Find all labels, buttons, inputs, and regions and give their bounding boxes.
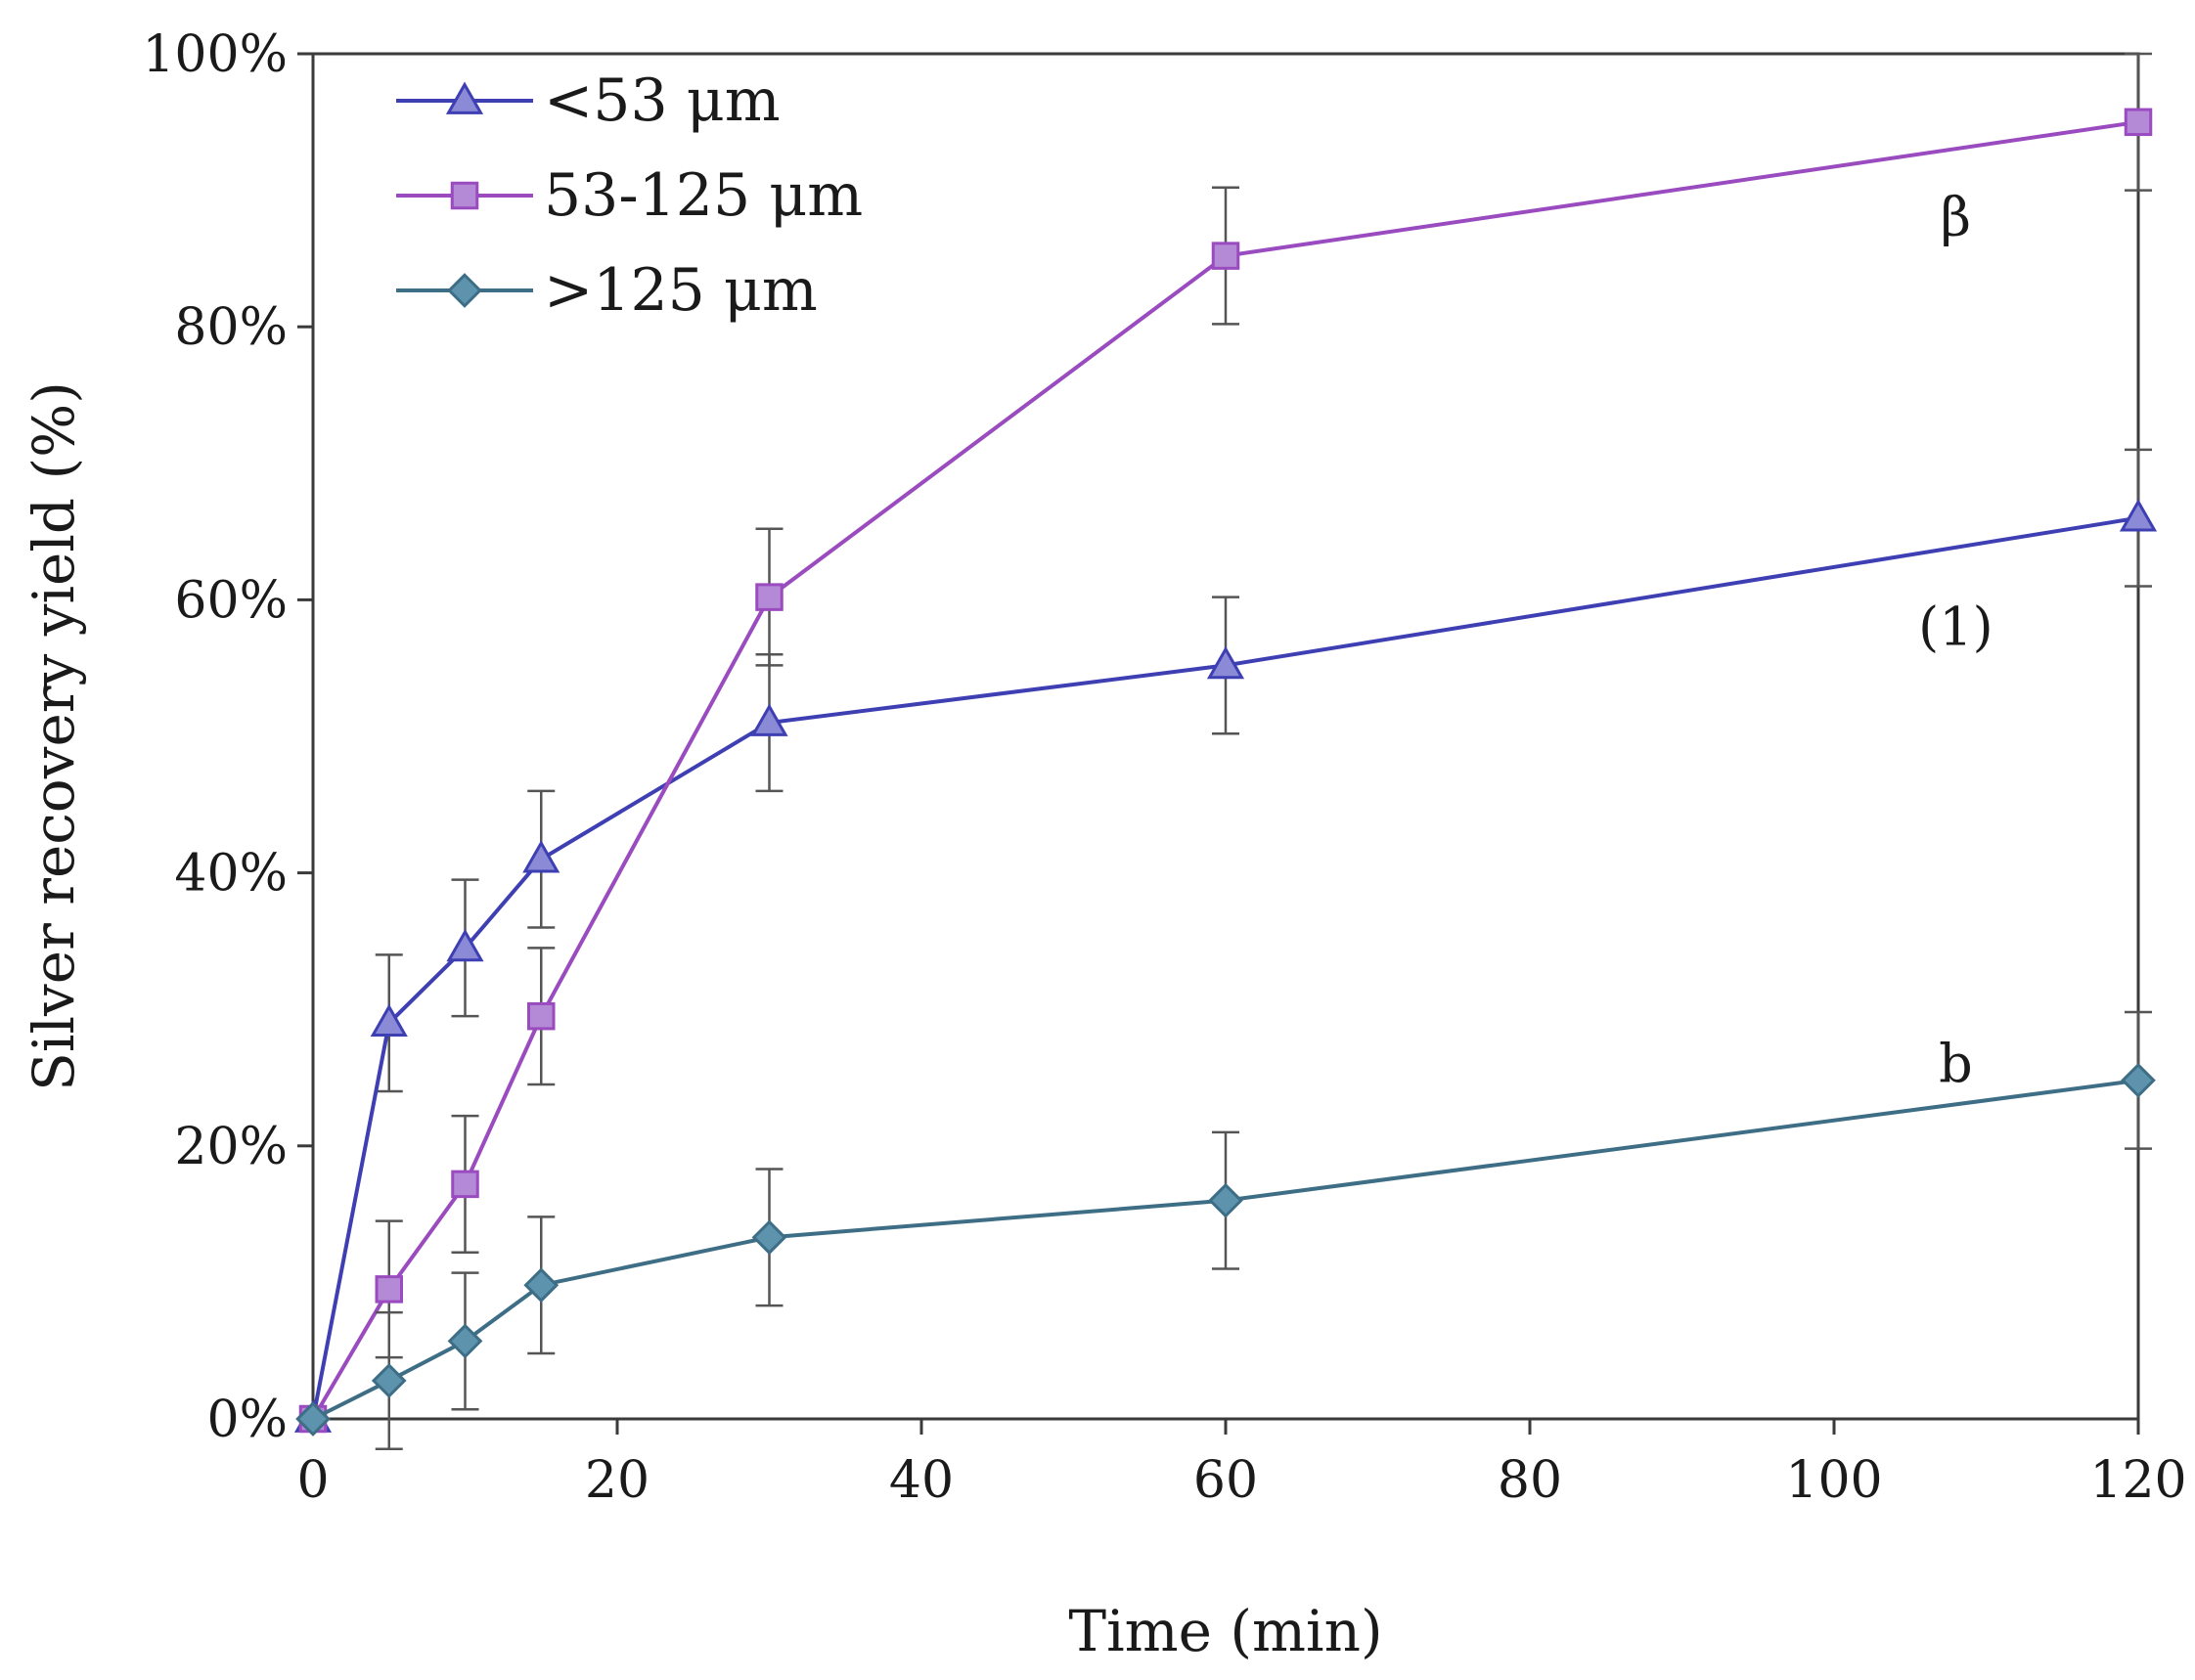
series-layer bbox=[293, 52, 2158, 1450]
legend-item: 53-125 μm bbox=[396, 161, 863, 230]
data-point bbox=[755, 583, 784, 611]
legend-item: <53 μm bbox=[396, 66, 781, 135]
data-point bbox=[375, 1275, 403, 1304]
data-point bbox=[1206, 645, 1245, 680]
data-point bbox=[2121, 1062, 2156, 1098]
annotation-label: b bbox=[1939, 1033, 1973, 1094]
legend-label: >125 μm bbox=[544, 256, 818, 325]
series-2 bbox=[298, 52, 2153, 1434]
y-tick-label: 40% bbox=[174, 845, 288, 904]
legend-marker bbox=[445, 81, 484, 114]
data-point bbox=[370, 1003, 408, 1038]
data-point bbox=[371, 1363, 407, 1398]
y-tick-label: 80% bbox=[174, 298, 288, 357]
y-axis: 0% 20% 40% 60% 80% 100% bbox=[142, 25, 313, 1449]
data-point bbox=[2124, 108, 2153, 137]
annotations: β (1) b bbox=[1918, 187, 1993, 1095]
y-axis-title: Silver recovery yield (%) bbox=[21, 381, 87, 1091]
y-tick-label: 20% bbox=[174, 1118, 288, 1176]
data-point bbox=[750, 703, 788, 736]
x-tick-label: 40 bbox=[889, 1451, 954, 1510]
data-point bbox=[522, 840, 560, 873]
data-point bbox=[447, 1323, 483, 1359]
legend-label: <53 μm bbox=[544, 66, 781, 135]
data-point bbox=[1208, 1182, 1243, 1218]
y-tick-label: 60% bbox=[174, 571, 288, 630]
series-3 bbox=[295, 1010, 2156, 1450]
x-tick-label: 120 bbox=[2089, 1451, 2186, 1510]
legend-item: >125 μm bbox=[396, 256, 818, 325]
legend: <53 μm 53-125 μm >125 μm bbox=[396, 66, 863, 325]
data-point bbox=[751, 1219, 787, 1256]
x-tick-label: 0 bbox=[296, 1451, 329, 1510]
x-tick-label: 80 bbox=[1498, 1451, 1562, 1510]
data-point bbox=[523, 1267, 560, 1304]
data-point bbox=[2119, 499, 2158, 532]
x-tick-label: 60 bbox=[1193, 1451, 1258, 1510]
x-tick-label: 20 bbox=[585, 1451, 650, 1510]
data-point bbox=[527, 1001, 556, 1031]
series-1 bbox=[293, 448, 2158, 1433]
data-point bbox=[295, 1401, 331, 1437]
y-tick-label: 100% bbox=[142, 25, 288, 84]
data-point bbox=[1211, 242, 1240, 270]
data-point bbox=[451, 1170, 479, 1199]
x-axis: 0 20 40 60 80 100 120 bbox=[296, 1419, 2187, 1510]
x-tick-label: 100 bbox=[1785, 1451, 1882, 1510]
annotation-label: β bbox=[1941, 187, 1971, 248]
y-tick-label: 0% bbox=[207, 1391, 289, 1449]
x-axis-title: Time (min) bbox=[1068, 1598, 1382, 1664]
legend-label: 53-125 μm bbox=[544, 161, 863, 230]
legend-marker bbox=[447, 273, 482, 308]
data-point bbox=[446, 928, 484, 962]
annotation-label: (1) bbox=[1918, 596, 1993, 657]
legend-marker bbox=[450, 181, 479, 210]
